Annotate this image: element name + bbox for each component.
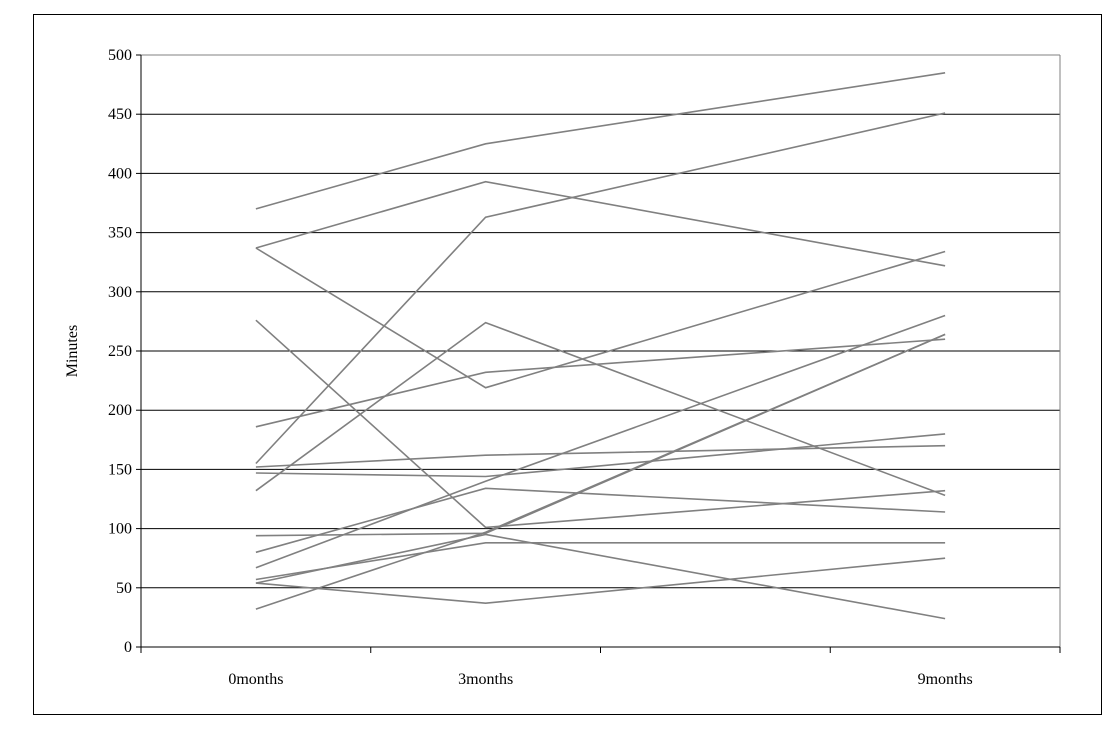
y-tick-label: 350 — [108, 225, 132, 242]
series-line-3 — [255, 112, 946, 465]
y-tick-label: 200 — [108, 402, 132, 419]
x-tick-label: 9months — [918, 671, 973, 688]
series-line-8 — [255, 433, 946, 478]
y-tick-label: 150 — [108, 461, 132, 478]
x-tick-label: 0months — [228, 671, 283, 688]
series-line-1 — [255, 72, 946, 210]
series-line-14 — [255, 533, 946, 620]
series-line-2 — [255, 180, 946, 267]
line-chart: 0 50 100 150 200 250 300 350 400 450 500 0months 3m… — [64, 47, 1061, 688]
y-axis-title: Minutes — [64, 325, 81, 377]
y-tick-label: 400 — [108, 165, 132, 182]
gridlines — [141, 54, 1060, 589]
series-line-15 — [255, 333, 946, 610]
series-line-6 — [255, 338, 946, 428]
y-tick-label: 100 — [108, 521, 132, 538]
y-tick-label: 500 — [108, 47, 132, 64]
series-line-9 — [255, 319, 946, 529]
series-line-11 — [255, 314, 946, 569]
series-line-4 — [255, 247, 946, 389]
series-lines — [255, 72, 946, 620]
y-tick-label: 50 — [116, 580, 132, 597]
axes — [136, 54, 1061, 653]
y-tick-label: 0 — [124, 639, 132, 656]
x-tick-labels: 0months 3months 9months — [228, 671, 972, 688]
y-tick-label: 450 — [108, 106, 132, 123]
chart-frame: 0 50 100 150 200 250 300 350 400 450 500 0months 3m… — [33, 14, 1102, 715]
y-tick-label: 250 — [108, 343, 132, 360]
series-line-16 — [255, 557, 946, 605]
y-tick-label: 300 — [108, 284, 132, 301]
x-tick-label: 3months — [458, 671, 513, 688]
series-line-5 — [255, 321, 946, 497]
y-tick-labels: 0 50 100 150 200 250 300 350 400 450 500 — [108, 47, 132, 656]
series-line-10 — [255, 487, 946, 554]
